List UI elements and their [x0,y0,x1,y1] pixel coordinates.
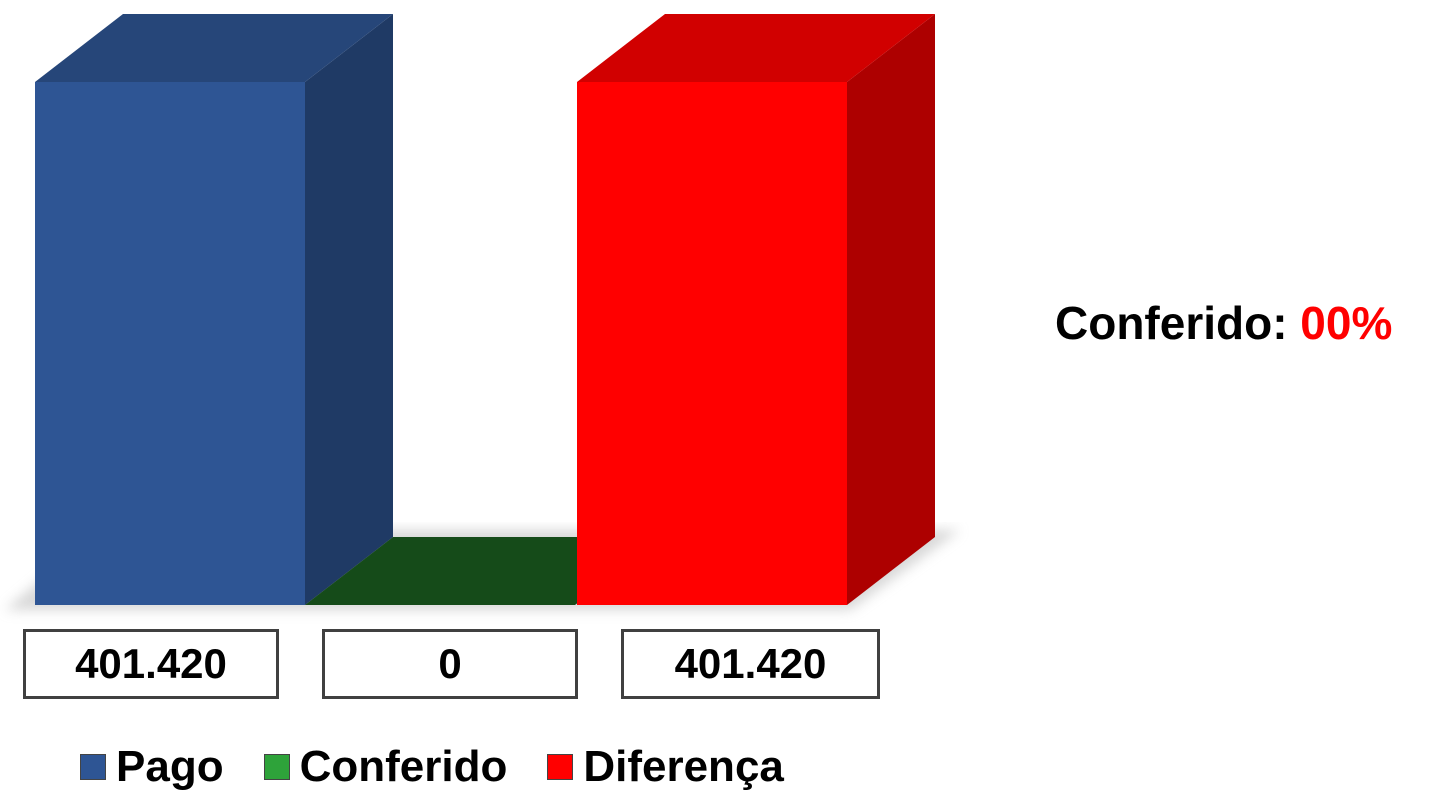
value-label-conferido: 0 [322,629,578,699]
bar-front-pago [35,82,305,605]
bar-top-pago [35,14,393,82]
chart-legend: Pago Conferido Diferença [80,742,824,792]
legend-swatch-diferenca [547,754,574,780]
conferido-percentage-annotation: Conferido: 00% [1055,296,1392,350]
legend-item-pago: Pago [80,742,224,792]
bar-side-diferenca [847,14,935,605]
legend-swatch-conferido [263,754,290,780]
legend-label-pago: Pago [116,742,224,791]
bar-side-pago [305,14,393,605]
bar-top-diferenca [577,14,935,82]
annotation-value: 00% [1300,297,1393,349]
legend-item-conferido: Conferido [263,742,508,792]
annotation-label: Conferido: [1055,297,1288,349]
legend-swatch-pago [80,754,106,780]
legend-label-diferenca: Diferença [583,742,784,791]
value-label-diferenca: 401.420 [621,629,880,699]
bar-front-diferenca [577,82,847,605]
bar-top-conferido [305,537,663,605]
legend-label-conferido: Conferido [299,742,508,791]
value-label-pago: 401.420 [23,629,279,699]
legend-item-diferenca: Diferença [547,742,784,792]
